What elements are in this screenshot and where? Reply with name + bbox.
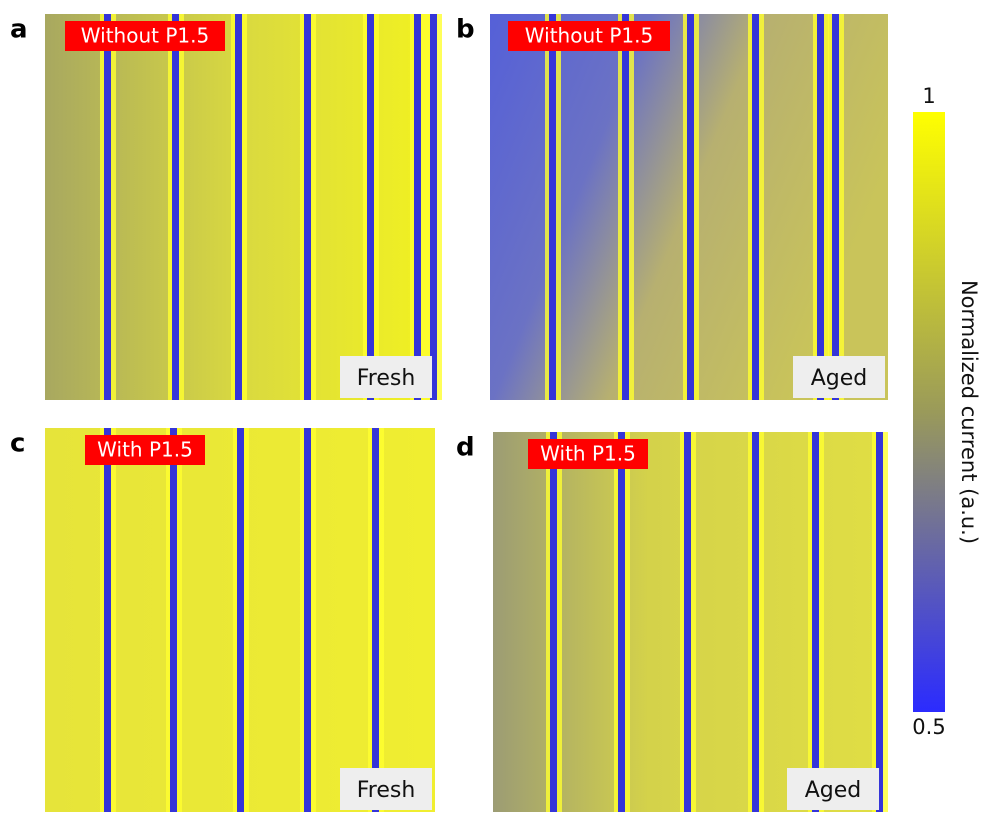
label-box [528, 439, 648, 469]
state-label: Aged [811, 366, 868, 391]
grid-finger [549, 14, 556, 400]
state-label: Fresh [357, 778, 416, 803]
state-box [340, 768, 432, 810]
grid-finger [876, 432, 883, 812]
panel-letter: d [456, 433, 475, 463]
grid-finger [550, 432, 557, 812]
grid-finger [372, 428, 379, 812]
grid-finger [752, 14, 759, 400]
panel-letter: a [10, 15, 28, 45]
state-box [793, 356, 885, 398]
grid-finger [622, 14, 629, 400]
state-label: Fresh [357, 366, 416, 391]
grid-finger [235, 14, 242, 400]
colorbar-tick: 1 [922, 84, 935, 108]
grid-finger [817, 14, 824, 400]
grid-finger [104, 14, 111, 400]
state-box [787, 768, 879, 810]
grid-finger [304, 14, 311, 400]
grid-finger [367, 14, 374, 400]
grid-finger [684, 432, 691, 812]
grid-finger [618, 432, 625, 812]
panel-label: Without P1.5 [525, 24, 653, 48]
state-label: Aged [805, 778, 862, 803]
grid-finger [687, 14, 694, 400]
panel-label: With P1.5 [540, 442, 636, 466]
panel-letter: b [456, 15, 475, 45]
grid-finger [812, 432, 819, 812]
colorbar-label: Normalized current (a.u.) [957, 280, 981, 544]
colorbar [913, 112, 945, 712]
label-box [65, 21, 225, 51]
colorbar-tick: 0.5 [912, 715, 945, 739]
grid-finger [414, 14, 421, 400]
label-box [85, 435, 205, 465]
grid-finger [430, 14, 437, 400]
grid-finger [832, 14, 839, 400]
grid-finger [104, 428, 111, 812]
panel-label: Without P1.5 [81, 24, 209, 48]
grid-finger [172, 14, 179, 400]
grid-finger [752, 432, 759, 812]
panel-label: With P1.5 [97, 438, 193, 462]
label-box [508, 21, 670, 51]
grid-finger [170, 428, 177, 812]
state-box [340, 356, 432, 398]
grid-finger [237, 428, 244, 812]
panel-letter: c [10, 429, 25, 459]
grid-finger [304, 428, 311, 812]
